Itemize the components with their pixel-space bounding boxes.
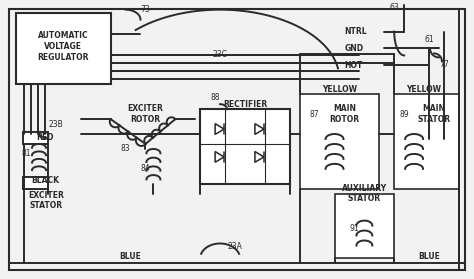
Text: AUTOMATIC
VOLTAGE
REGULATOR: AUTOMATIC VOLTAGE REGULATOR [37,31,89,62]
Polygon shape [255,151,264,162]
Polygon shape [255,124,264,134]
Text: 61: 61 [424,35,434,44]
Bar [200,109,290,184]
Text: BLUE: BLUE [119,252,141,261]
Bar [335,194,394,258]
Polygon shape [215,124,224,134]
Text: NTRL: NTRL [345,27,367,36]
Text: RED: RED [36,133,54,141]
Text: 89: 89 [400,110,409,119]
Text: RECTIFIER: RECTIFIER [223,100,267,109]
Text: EXCITER
STATOR: EXCITER STATOR [28,191,64,210]
Text: 81: 81 [21,150,31,158]
Text: 63: 63 [389,3,399,12]
Bar [300,94,379,189]
Bar [23,132,48,144]
Text: 84: 84 [141,164,150,173]
Text: EXCITER
ROTOR: EXCITER ROTOR [128,104,164,124]
Text: YELLOW: YELLOW [322,85,357,94]
Text: BLUE: BLUE [418,252,440,261]
Bar [394,94,459,189]
Text: 23B: 23B [48,120,64,129]
Text: 83: 83 [121,145,130,153]
Text: 73: 73 [141,5,150,14]
Text: BLACK: BLACK [31,176,59,185]
Text: MAIN
ROTOR: MAIN ROTOR [329,104,359,124]
Bar [23,177,48,189]
Text: HOT: HOT [345,61,363,70]
Bar [16,13,110,84]
Text: YELLOW: YELLOW [407,85,442,94]
Text: 23A: 23A [228,242,242,251]
Text: 23C: 23C [213,50,228,59]
Text: GND: GND [345,44,364,53]
Text: MAIN
STATOR: MAIN STATOR [418,104,451,124]
Text: 77: 77 [439,60,449,69]
Text: 87: 87 [310,110,319,119]
Polygon shape [215,151,224,162]
Text: 91: 91 [350,224,359,233]
Text: 88: 88 [210,93,220,102]
Text: AUXILIARY
STATOR: AUXILIARY STATOR [342,184,387,203]
